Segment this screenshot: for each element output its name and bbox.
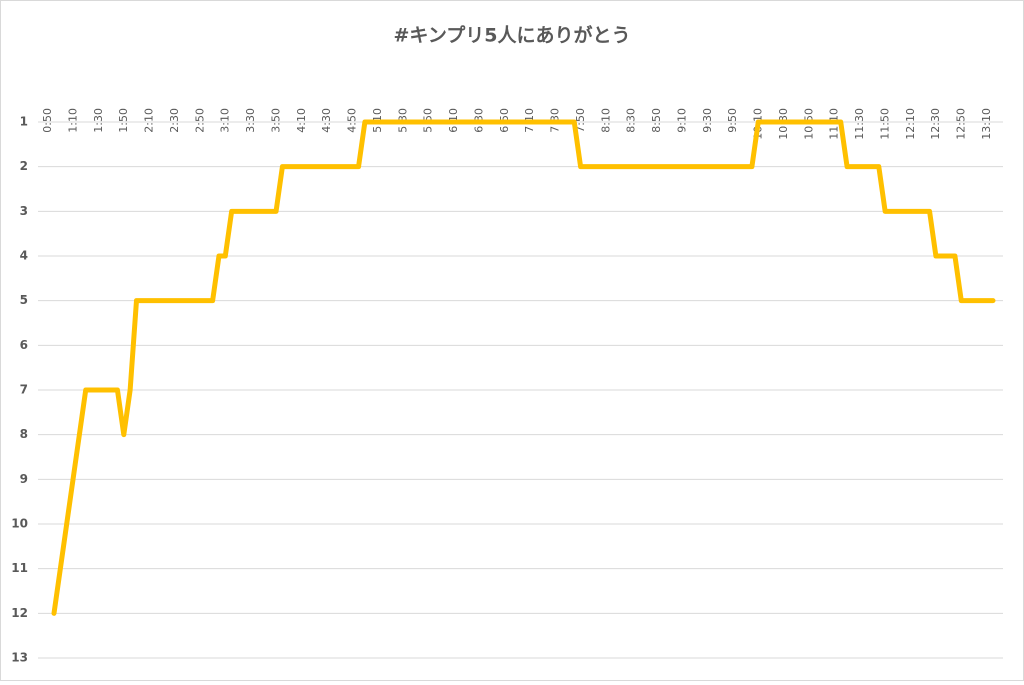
x-tick-label: 1:50 [117,108,130,133]
x-tick-label: 2:30 [168,108,181,133]
y-tick-label: 6 [20,338,28,352]
x-tick-label: 12:50 [955,108,968,140]
y-tick-label: 11 [11,561,28,575]
y-tick-label: 2 [20,159,28,173]
x-tick-label: 12:10 [904,108,917,140]
y-tick-label: 7 [20,383,28,397]
y-tick-label: 5 [20,293,28,307]
y-tick-label: 4 [20,249,28,263]
y-tick-label: 3 [20,204,28,218]
x-tick-label: 8:50 [650,108,663,133]
y-tick-label: 10 [11,517,28,531]
x-tick-label: 12:30 [929,108,942,140]
y-tick-label: 12 [11,606,28,620]
x-tick-label: 8:30 [625,108,638,133]
y-tick-label: 1 [20,115,28,129]
x-tick-label: 9:10 [675,108,688,133]
data-line [51,119,996,616]
x-tick-label: 0:50 [41,108,54,133]
y-tick-label: 9 [20,472,28,486]
x-tick-label: 4:30 [320,108,333,133]
x-tick-label: 2:10 [143,108,156,133]
x-tick-label: 11:50 [878,108,891,140]
y-tick-label: 8 [20,427,28,441]
x-tick-label: 8:10 [599,108,612,133]
x-tick-label: 3:30 [244,108,257,133]
y-tick-label: 13 [11,651,28,665]
chart-title: #キンプリ5人にありがとう [393,24,630,47]
x-tick-label: 1:10 [66,108,79,133]
x-tick-label: 9:50 [726,108,739,133]
x-tick-label: 4:10 [295,108,308,133]
x-tick-label: 1:30 [92,108,105,133]
x-tick-label: 13:10 [980,108,993,140]
x-tick-label: 3:10 [219,108,232,133]
x-tick-label: 2:50 [193,108,206,133]
x-tick-label: 11:30 [853,108,866,140]
x-tick-label: 3:50 [269,108,282,133]
x-tick-label: 9:30 [701,108,714,133]
x-tick-label: 4:50 [346,108,359,133]
